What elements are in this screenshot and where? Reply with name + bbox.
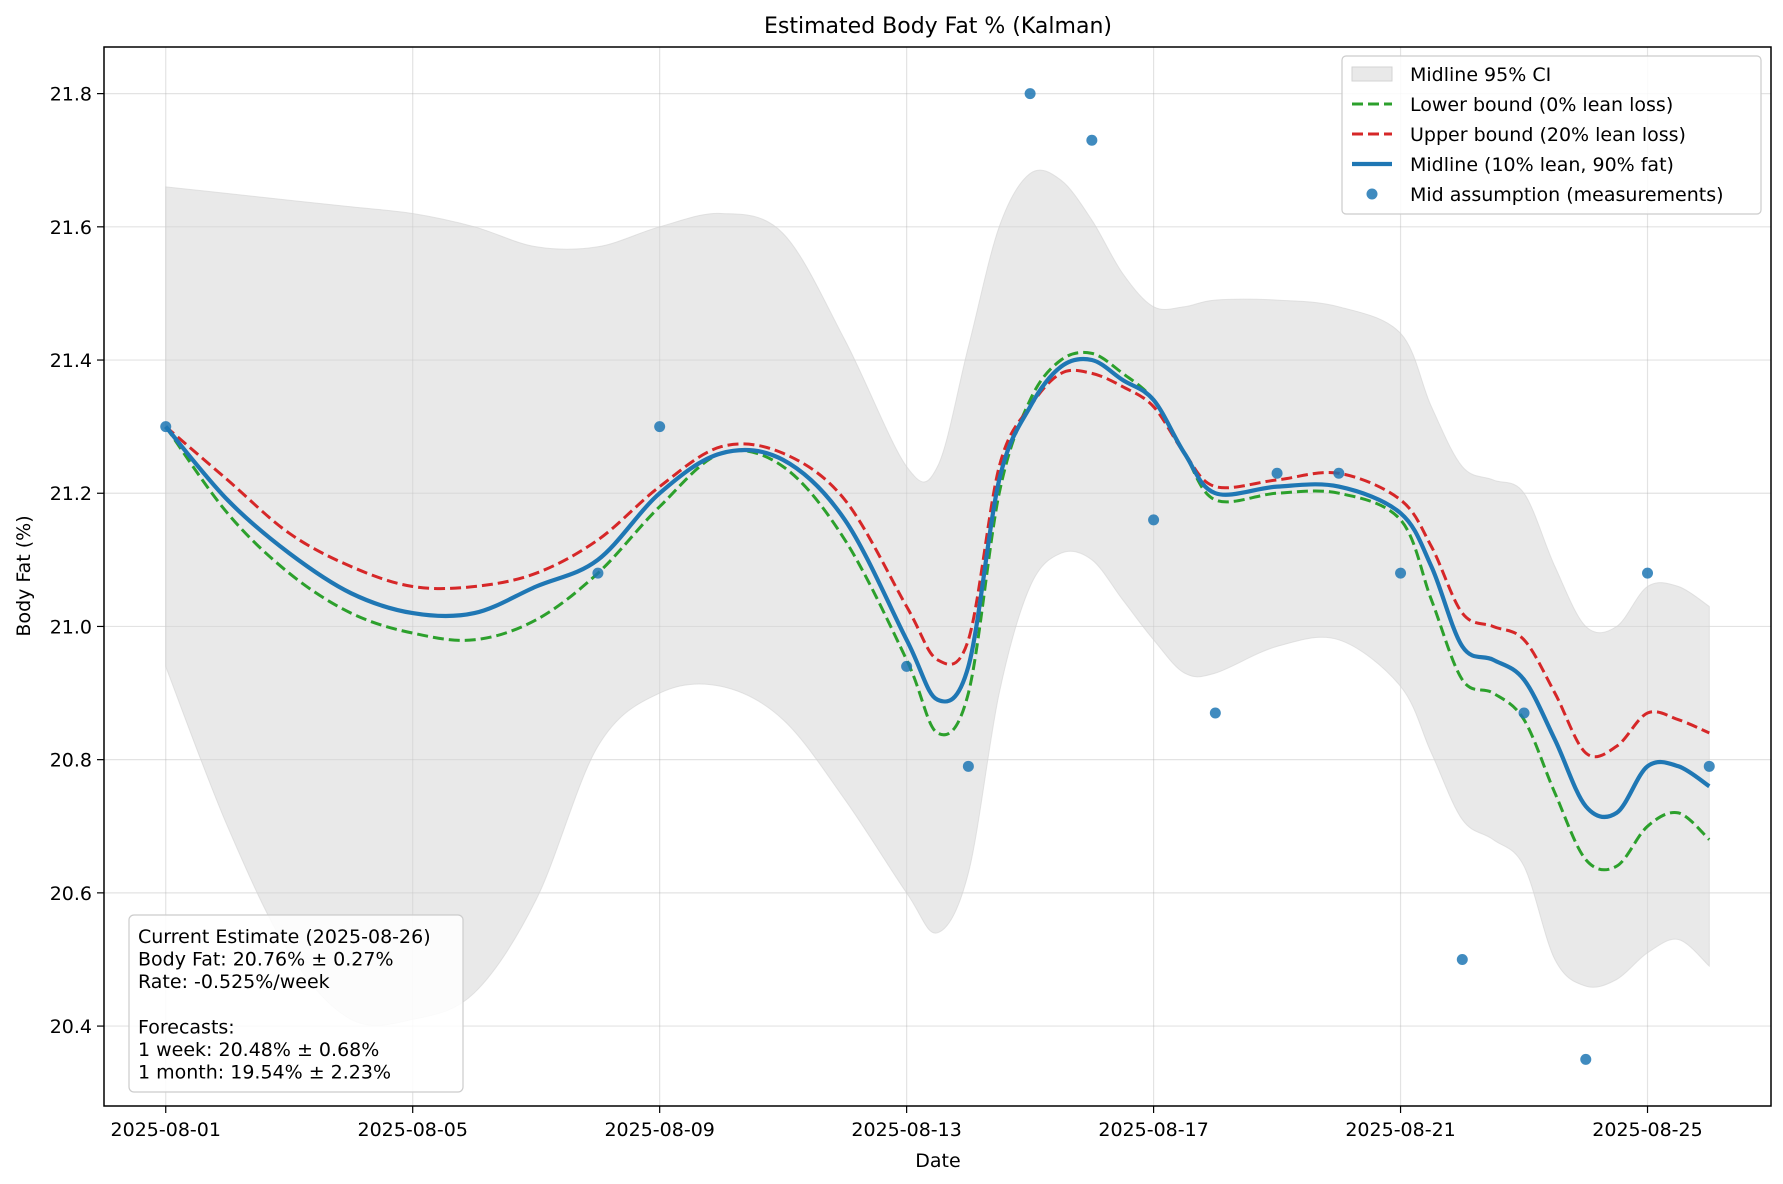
measurement-point — [962, 760, 974, 772]
annotation-line: Rate: -0.525%/week — [138, 971, 330, 993]
annotation-line: 1 week: 20.48% ± 0.68% — [138, 1039, 379, 1061]
ci-band-layer — [165, 169, 1710, 1026]
legend-swatch-marker — [1366, 188, 1378, 200]
y-tick-label: 21.6 — [50, 217, 92, 239]
x-tick-label: 2025-08-21 — [1345, 1119, 1455, 1141]
measurement-point — [1271, 467, 1283, 479]
plot-frame — [103, 46, 1772, 1107]
y-tick-label: 21.4 — [50, 350, 92, 372]
annotation-line: Current Estimate (2025-08-26) — [138, 926, 431, 948]
legend-swatch-ci — [1351, 66, 1393, 82]
y-tick-label: 21.2 — [50, 483, 92, 505]
measurement-point — [654, 421, 666, 433]
measurement-point — [1518, 707, 1530, 719]
x-tick-label: 2025-08-13 — [851, 1119, 961, 1141]
y-axis-label: Body Fat (%) — [13, 515, 35, 636]
annotation-line: Forecasts: — [138, 1016, 235, 1038]
x-tick-label: 2025-08-09 — [604, 1119, 714, 1141]
legend-label: Mid assumption (measurements) — [1410, 184, 1724, 206]
lower-bound-line — [164, 350, 1711, 872]
annotation-frame — [128, 914, 464, 1093]
legend-label: Lower bound (0% lean loss) — [1410, 94, 1673, 116]
midline-line — [164, 356, 1711, 820]
upper-bound-line — [164, 368, 1710, 759]
chart-title: Estimated Body Fat % (Kalman) — [764, 14, 1112, 39]
x-tick-label: 2025-08-01 — [111, 1119, 221, 1141]
x-axis: 2025-08-01 2025-08-05 2025-08-09 2025-08-13… — [111, 1106, 1703, 1141]
measurement-point — [1703, 760, 1715, 772]
x-axis-label: Date — [915, 1150, 960, 1172]
current-estimate-box: Current Estimate (2025-08-26)Body Fat: 2… — [128, 914, 464, 1093]
y-tick-label: 21.8 — [50, 84, 92, 106]
measurement-layer — [160, 88, 1715, 1065]
y-tick-label: 20.8 — [50, 750, 92, 772]
measurement-point — [1580, 1053, 1592, 1065]
legend-frame — [1341, 55, 1762, 215]
ci-band — [165, 169, 1710, 1026]
measurement-point — [1456, 953, 1468, 965]
annotation-line: 1 month: 19.54% ± 2.23% — [138, 1062, 391, 1084]
legend-label: Midline 95% CI — [1410, 64, 1551, 86]
measurement-point — [160, 421, 172, 433]
x-tick-label: 2025-08-25 — [1592, 1119, 1702, 1141]
measurement-point — [1395, 567, 1407, 579]
legend-label: Upper bound (20% lean loss) — [1410, 124, 1686, 146]
measurement-point — [1333, 467, 1345, 479]
measurement-point — [1642, 567, 1654, 579]
legend-label: Midline (10% lean, 90% fat) — [1410, 154, 1674, 176]
legend: Midline 95% CI Lower bound (0% lean loss)… — [1341, 55, 1762, 215]
y-tick-label: 20.6 — [50, 883, 92, 905]
series-layer — [164, 350, 1711, 872]
measurement-point — [1148, 514, 1160, 526]
y-axis: 20.4 20.6 20.8 21.0 21.2 21.4 21.6 21.8 — [50, 84, 104, 1038]
measurement-point — [1209, 707, 1221, 719]
x-tick-label: 2025-08-17 — [1098, 1119, 1208, 1141]
annotation-line: Body Fat: 20.76% ± 0.27% — [138, 949, 394, 971]
y-tick-label: 21.0 — [50, 616, 92, 638]
measurement-point — [901, 660, 913, 672]
y-tick-label: 20.4 — [50, 1016, 92, 1038]
measurement-point — [1024, 88, 1036, 100]
x-tick-label: 2025-08-05 — [357, 1119, 467, 1141]
measurement-point — [1086, 134, 1098, 146]
measurement-point — [592, 567, 604, 579]
